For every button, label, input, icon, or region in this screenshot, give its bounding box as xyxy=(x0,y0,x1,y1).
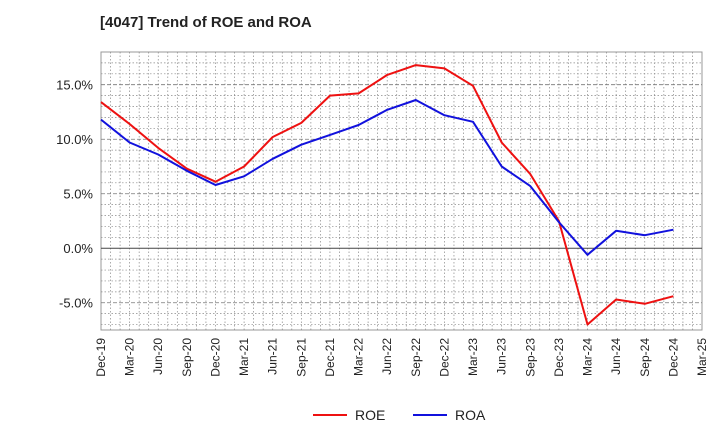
y-tick-label: -5.0% xyxy=(59,296,93,311)
legend-label-roa: ROA xyxy=(455,407,486,423)
series-line-roa xyxy=(100,99,674,256)
x-tick-label: Dec-22 xyxy=(437,338,451,377)
x-tick-label: Dec-23 xyxy=(552,338,566,377)
x-tick-label: Mar-24 xyxy=(581,338,595,376)
x-tick-label: Sep-23 xyxy=(523,338,537,377)
x-tick-label: Jun-21 xyxy=(266,338,280,375)
axes: -5.0% 0.0% 5.0% 10.0% 15.0% Dec-19 Mar-20 Jun-2… xyxy=(56,78,709,377)
series-line-roe xyxy=(100,64,674,326)
x-tick-label: Jun-23 xyxy=(495,338,509,375)
x-tick-label: Sep-20 xyxy=(180,338,194,377)
x-tick-label: Dec-21 xyxy=(323,338,337,377)
x-tick-label: Jun-22 xyxy=(380,338,394,375)
x-tick-label: Mar-21 xyxy=(237,338,251,376)
x-tick-label: Sep-24 xyxy=(638,338,652,377)
x-tick-label: Sep-22 xyxy=(409,338,423,377)
x-tick-label: Dec-19 xyxy=(94,338,108,377)
grid xyxy=(100,51,703,331)
legend: ROE ROA xyxy=(313,407,486,423)
series xyxy=(100,64,674,326)
x-tick-label: Dec-20 xyxy=(208,338,222,377)
y-tick-label: 0.0% xyxy=(63,241,93,256)
x-tick-label: Mar-25 xyxy=(695,338,709,376)
plot-area xyxy=(100,51,703,331)
x-tick-label: Mar-20 xyxy=(123,338,137,376)
x-tick-label: Jun-24 xyxy=(609,338,623,375)
y-tick-label: 10.0% xyxy=(56,132,93,147)
x-tick-label: Mar-22 xyxy=(352,338,366,376)
y-tick-label: 5.0% xyxy=(63,187,93,202)
legend-label-roe: ROE xyxy=(355,407,385,423)
chart-title: [4047] Trend of ROE and ROA xyxy=(100,14,312,31)
x-tick-label: Mar-23 xyxy=(466,338,480,376)
x-tick-label: Jun-20 xyxy=(151,338,165,375)
x-tick-label: Sep-21 xyxy=(294,338,308,377)
x-tick-label: Dec-24 xyxy=(666,338,680,377)
y-tick-label: 15.0% xyxy=(56,78,93,93)
